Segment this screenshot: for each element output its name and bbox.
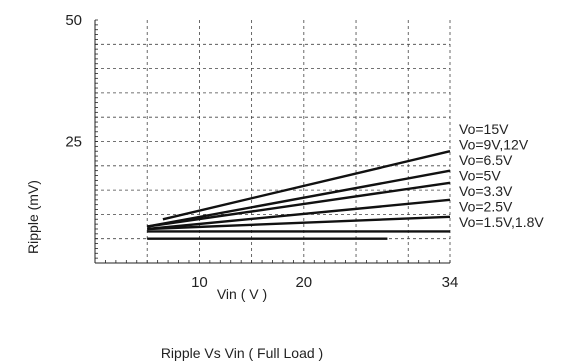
- y-tick-label: 50: [65, 12, 82, 29]
- series-line: [147, 198, 451, 231]
- y-tick-label: 25: [65, 134, 82, 151]
- series-labels: Vo=15VVo=9V,12VVo=6.5VVo=5VVo=3.3VVo=2.5…: [459, 121, 544, 230]
- series-label: Vo=15V: [459, 121, 509, 137]
- series-label: Vo=2.5V: [459, 199, 513, 215]
- x-tick-label: 20: [295, 274, 312, 291]
- x-tick-label: 34: [442, 274, 459, 291]
- series-line: [147, 215, 451, 231]
- y-axis-label: Ripple (mV): [25, 180, 41, 254]
- x-tick-label: 10: [191, 274, 208, 291]
- y-tick-labels: 25 50: [65, 12, 82, 151]
- series-label: Vo=1.5V,1.8V: [459, 214, 544, 230]
- series-line: [162, 150, 451, 221]
- series-label: Vo=3.3V: [459, 183, 513, 199]
- series-label: Vo=6.5V: [459, 152, 513, 168]
- series-line: [146, 169, 451, 228]
- series-lines: [146, 150, 451, 240]
- chart-title: Ripple Vs Vin ( Full Load ): [161, 345, 323, 361]
- series-label: Vo=9V,12V: [459, 137, 529, 153]
- series-label: Vo=5V: [459, 168, 501, 184]
- x-tick-labels: 10 20 34: [191, 274, 458, 291]
- plot-frame: [94, 19, 451, 264]
- series-line: [147, 181, 451, 228]
- x-axis-label: Vin ( V ): [217, 286, 267, 302]
